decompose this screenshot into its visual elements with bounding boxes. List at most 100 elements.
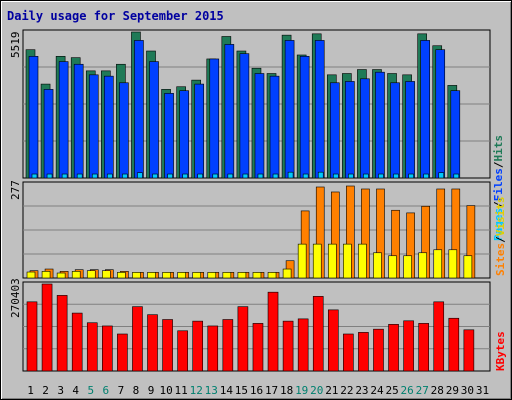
bar-visits-day-11 <box>177 272 186 279</box>
bar-files-day-26 <box>405 81 415 179</box>
bar-files-day-17 <box>269 75 280 179</box>
tick-label-day-10: 10 <box>159 384 172 397</box>
tick-label-day-20: 20 <box>310 384 323 397</box>
bar-visits-day-23 <box>358 243 367 279</box>
bar-visits-day-15 <box>237 272 247 279</box>
bar-visits-day-24 <box>373 252 382 279</box>
bar-files-day-25 <box>390 82 400 179</box>
tick-label-day-9: 9 <box>148 384 155 397</box>
bar-visits-day-30 <box>463 255 473 279</box>
bar-visits-day-19 <box>297 243 307 279</box>
bar-kbytes-day-5 <box>86 322 98 372</box>
bar-visits-day-6 <box>102 270 111 279</box>
legend-sites-visits: Sites/Visits <box>494 197 507 277</box>
bar-pages-day-17 <box>272 173 279 179</box>
bar-files-day-3 <box>58 61 69 179</box>
bar-visits-day-8 <box>132 272 141 279</box>
bar-files-day-11 <box>179 90 189 179</box>
bar-kbytes-day-14 <box>222 319 234 372</box>
bar-kbytes-day-21 <box>327 309 339 372</box>
bar-visits-day-5 <box>86 270 96 279</box>
tick-label-day-14: 14 <box>220 384 234 397</box>
bar-visits-day-17 <box>267 272 277 279</box>
bar-pages-day-4 <box>76 173 83 179</box>
bar-visits-day-3 <box>56 272 66 279</box>
bar-pages-day-10 <box>167 173 173 179</box>
bar-kbytes-day-16 <box>252 323 264 372</box>
bar-kbytes-day-3 <box>56 295 68 372</box>
bar-kbytes-day-29 <box>448 317 460 372</box>
bar-visits-day-28 <box>433 249 443 279</box>
tick-label-day-17: 17 <box>265 384 278 397</box>
bar-files-day-12 <box>194 83 205 179</box>
tick-label-day-6: 6 <box>103 384 110 397</box>
bar-pages-day-16 <box>257 173 264 179</box>
bar-files-day-24 <box>375 71 385 179</box>
bar-files-day-6 <box>104 75 114 179</box>
bar-kbytes-day-11 <box>177 330 188 372</box>
legend-hits: Hits <box>492 135 505 162</box>
bar-kbytes-day-8 <box>132 306 143 372</box>
bar-pages-day-21 <box>332 173 339 179</box>
legend-slash: / <box>492 201 505 208</box>
bar-visits-day-20 <box>312 243 322 279</box>
tick-label-day-16: 16 <box>250 384 263 397</box>
y-max-label-kbytes: 270403 <box>9 278 22 318</box>
bar-visits-day-22 <box>343 243 352 279</box>
tick-label-day-27: 27 <box>416 384 429 397</box>
tick-label-day-3: 3 <box>57 384 64 397</box>
tick-label-day-15: 15 <box>235 384 248 397</box>
tick-label-day-29: 29 <box>446 384 459 397</box>
tick-label-day-7: 7 <box>118 384 125 397</box>
bar-visits-day-27 <box>418 252 427 279</box>
bar-visits-day-26 <box>403 255 412 279</box>
bar-pages-day-26 <box>408 173 414 179</box>
legend-kbytes: KBytes <box>494 331 507 371</box>
bar-kbytes-day-9 <box>147 314 158 372</box>
bar-visits-day-13 <box>207 272 217 279</box>
bar-pages-day-25 <box>393 173 399 179</box>
bar-files-day-9 <box>149 61 159 179</box>
tick-label-day-30: 30 <box>461 384 474 397</box>
bar-kbytes-day-25 <box>388 324 399 372</box>
legend-hits-files-pages: Pages/Files/Hits <box>492 135 505 241</box>
bar-kbytes-day-20 <box>312 296 324 372</box>
tick-label-day-28: 28 <box>431 384 444 397</box>
tick-label-day-4: 4 <box>72 384 79 397</box>
bar-visits-day-4 <box>71 271 81 279</box>
legend-pages: Pages <box>492 208 505 241</box>
bar-kbytes-day-19 <box>297 318 309 372</box>
bar-files-day-1 <box>28 56 39 179</box>
bar-visits-day-25 <box>388 255 397 279</box>
bar-files-day-5 <box>88 74 99 179</box>
bar-kbytes-day-26 <box>403 320 414 372</box>
legend-files: Files <box>492 168 505 201</box>
bar-files-day-7 <box>119 82 129 179</box>
chart-title: Daily usage for September 2015 <box>7 9 224 23</box>
bar-pages-day-11 <box>182 173 188 179</box>
legend-slash: / <box>492 161 505 168</box>
bar-pages-day-13 <box>212 173 219 179</box>
bar-kbytes-day-4 <box>71 312 83 372</box>
bar-visits-day-2 <box>41 271 51 279</box>
bar-files-day-29 <box>450 90 461 179</box>
bar-pages-day-3 <box>61 173 68 179</box>
bar-kbytes-day-13 <box>207 325 219 372</box>
bar-kbytes-day-17 <box>267 291 279 372</box>
bar-pages-day-12 <box>197 173 204 179</box>
bar-pages-day-7 <box>122 173 128 179</box>
bar-pages-day-8 <box>137 172 143 179</box>
legend-sites: Sites <box>494 243 507 276</box>
tick-label-day-11: 11 <box>175 384 188 397</box>
bar-kbytes-day-7 <box>117 333 128 372</box>
bar-pages-day-18 <box>287 171 294 179</box>
bar-pages-day-14 <box>227 173 234 179</box>
bar-pages-day-9 <box>152 173 158 179</box>
legend-slash: / <box>494 236 507 243</box>
bar-visits-day-7 <box>117 272 126 279</box>
bar-pages-day-15 <box>242 173 249 179</box>
tick-label-day-24: 24 <box>370 384 384 397</box>
bar-pages-day-28 <box>438 172 445 179</box>
tick-label-day-19: 19 <box>295 384 308 397</box>
bar-visits-day-1 <box>26 271 36 279</box>
